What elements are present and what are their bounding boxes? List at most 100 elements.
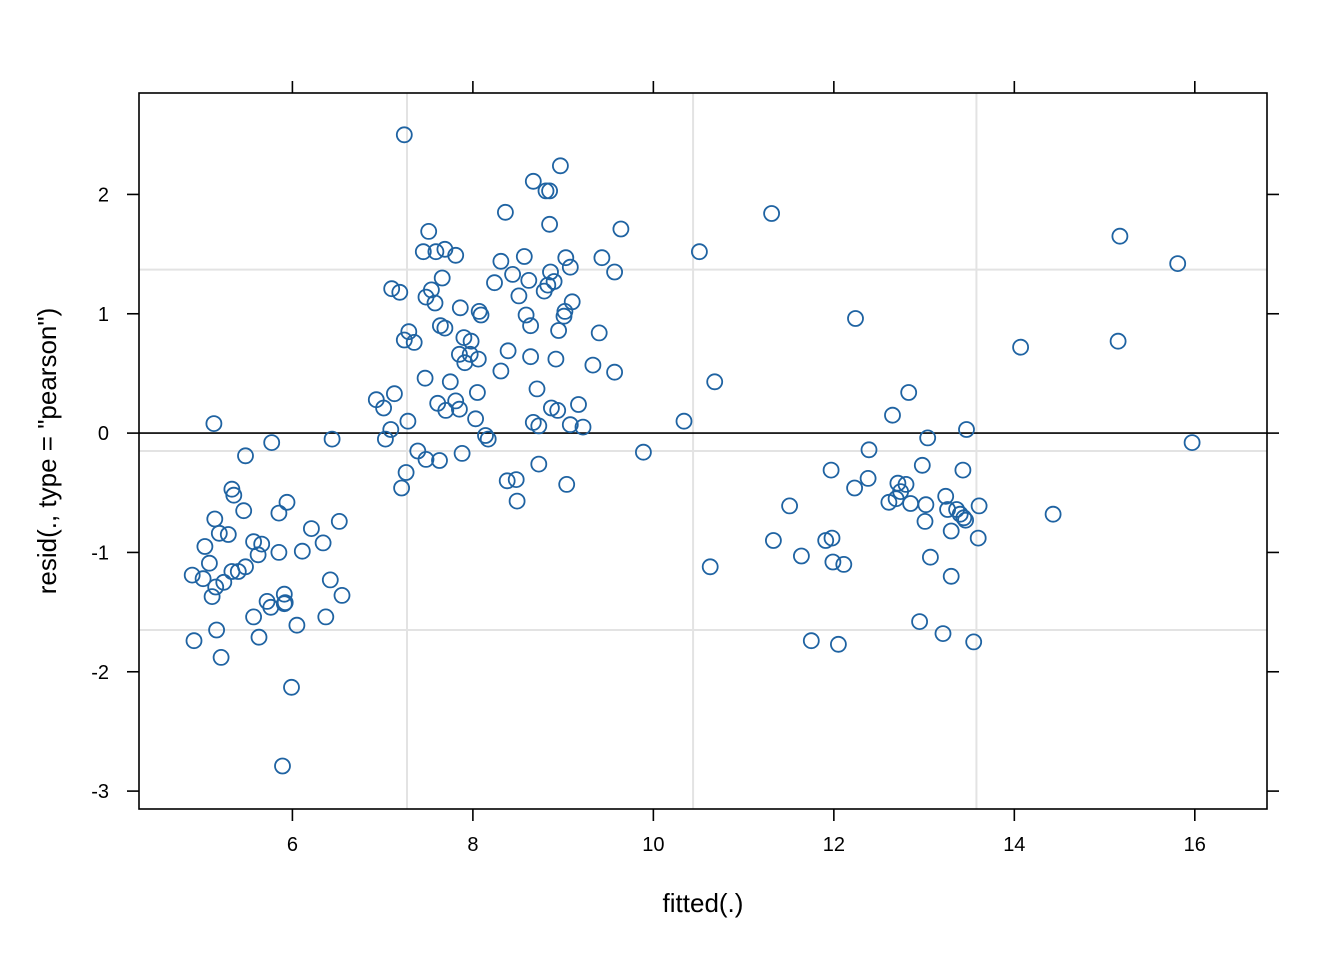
data-point-115 xyxy=(859,469,877,487)
data-point-3 xyxy=(537,182,555,200)
data-point-173 xyxy=(207,578,225,596)
data-point-167 xyxy=(223,563,241,580)
data-point-191 xyxy=(830,635,847,653)
data-point-28 xyxy=(486,274,503,292)
data-point-23 xyxy=(606,263,623,281)
data-point-17 xyxy=(557,249,575,267)
data-point-50 xyxy=(400,323,418,341)
data-point-172 xyxy=(215,573,233,591)
data-point-124 xyxy=(937,487,955,505)
data-point-147 xyxy=(219,526,237,543)
data-point-110 xyxy=(822,461,840,479)
data-point-79 xyxy=(437,401,455,419)
data-point-192 xyxy=(212,649,230,666)
data-point-160 xyxy=(922,548,939,566)
data-point-120 xyxy=(393,479,411,497)
data-point-142 xyxy=(916,513,934,530)
data-point-4 xyxy=(541,182,558,200)
data-point-164 xyxy=(701,558,719,576)
axis-ticks xyxy=(127,81,1279,821)
data-point-67 xyxy=(416,369,434,387)
data-point-105 xyxy=(237,447,254,465)
data-point-34 xyxy=(417,288,435,306)
data-point-70 xyxy=(528,380,546,398)
data-point-112 xyxy=(397,464,415,481)
data-point-5 xyxy=(496,203,514,221)
data-point-193 xyxy=(283,678,300,696)
data-point-188 xyxy=(185,632,203,650)
data-point-190 xyxy=(965,633,983,651)
data-point-35 xyxy=(510,287,528,305)
data-point-130 xyxy=(902,495,919,512)
data-point-62 xyxy=(547,350,565,368)
data-point-71 xyxy=(385,385,403,403)
data-point-101 xyxy=(635,443,652,461)
data-point-189 xyxy=(802,632,820,650)
data-point-47 xyxy=(436,319,454,337)
data-point-68 xyxy=(441,373,459,391)
data-point-80 xyxy=(450,400,468,418)
data-point-43 xyxy=(555,307,573,325)
data-point-58 xyxy=(450,345,468,363)
data-point-104 xyxy=(860,441,878,459)
data-point-64 xyxy=(584,356,602,374)
data-point-162 xyxy=(835,556,853,573)
data-point-140 xyxy=(957,511,974,529)
data-point-24 xyxy=(504,265,521,283)
data-point-94 xyxy=(477,427,494,444)
data-point-158 xyxy=(249,546,267,564)
data-point-92 xyxy=(958,421,975,438)
data-point-10 xyxy=(420,222,438,240)
y-tick-label-0: -3 xyxy=(91,781,109,803)
data-point-13 xyxy=(414,243,432,261)
data-point-87 xyxy=(524,413,542,431)
data-point-14 xyxy=(427,243,445,261)
data-point-131 xyxy=(917,496,935,514)
data-points xyxy=(183,126,1201,775)
data-point-18 xyxy=(593,249,611,267)
data-point-135 xyxy=(951,505,969,523)
y-tick-label-2: -1 xyxy=(91,542,109,564)
data-point-89 xyxy=(561,416,579,434)
data-point-73 xyxy=(900,384,918,401)
x-tick-label-5: 16 xyxy=(1184,834,1206,856)
data-point-51 xyxy=(395,331,413,349)
data-point-66 xyxy=(606,363,623,381)
data-point-129 xyxy=(781,497,798,515)
data-point-146 xyxy=(210,524,228,542)
data-point-187 xyxy=(250,628,268,646)
data-point-143 xyxy=(330,513,348,530)
data-point-103 xyxy=(453,444,471,462)
x-tick-label-4: 14 xyxy=(1003,834,1025,856)
data-point-114 xyxy=(507,471,525,489)
data-point-126 xyxy=(508,492,526,510)
data-point-109 xyxy=(913,456,931,474)
x-tick-label-2: 10 xyxy=(642,834,664,856)
data-point-163 xyxy=(200,554,218,572)
data-point-42 xyxy=(517,306,535,324)
data-point-60 xyxy=(522,348,539,366)
x-tick-label-0: 6 xyxy=(287,834,298,856)
data-point-123 xyxy=(225,486,243,504)
data-point-26 xyxy=(520,271,538,289)
data-point-25 xyxy=(433,269,451,287)
y-tick-label-5: 2 xyxy=(98,184,109,206)
data-point-161 xyxy=(824,553,842,571)
data-point-44 xyxy=(847,310,864,327)
data-point-56 xyxy=(1012,338,1029,356)
data-point-15 xyxy=(447,246,465,264)
data-point-22 xyxy=(542,263,559,281)
data-point-88 xyxy=(530,417,548,435)
data-point-186 xyxy=(934,625,952,642)
data-point-174 xyxy=(275,585,293,603)
data-point-107 xyxy=(431,452,448,469)
data-point-30 xyxy=(383,280,401,298)
data-point-6 xyxy=(763,205,780,222)
y-tick-label-4: 1 xyxy=(98,304,109,326)
data-point-59 xyxy=(461,345,479,363)
data-point-36 xyxy=(563,293,581,311)
data-point-72 xyxy=(468,384,486,401)
data-point-85 xyxy=(675,412,693,430)
